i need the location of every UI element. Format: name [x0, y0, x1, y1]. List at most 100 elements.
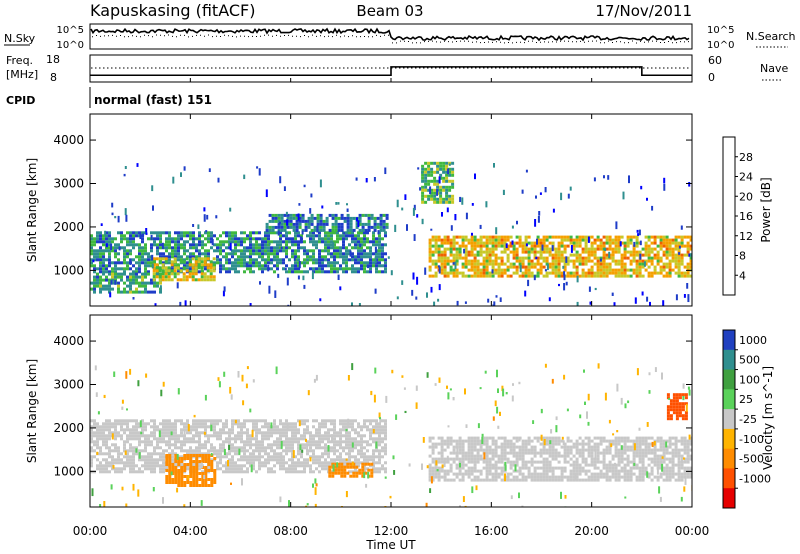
heatmap-cell	[413, 234, 416, 241]
heatmap-cell	[608, 247, 612, 251]
heatmap-cell	[617, 238, 621, 242]
heatmap-cell	[327, 455, 330, 459]
heatmap-cell	[680, 244, 684, 248]
heatmap-cell	[189, 481, 193, 484]
heatmap-cell	[279, 422, 282, 426]
heatmap-cell	[500, 454, 504, 458]
heatmap-cell	[536, 241, 540, 245]
heatmap-cell	[195, 419, 198, 423]
heatmap-cell	[647, 253, 651, 257]
heatmap-cell	[102, 237, 105, 241]
heatmap-cell	[270, 434, 273, 438]
heatmap-cell	[572, 469, 576, 473]
heatmap-cell	[135, 428, 138, 432]
heatmap-cell	[587, 256, 591, 260]
heatmap-cell	[102, 431, 105, 435]
heatmap-cell	[381, 255, 384, 259]
heatmap-cell	[378, 246, 381, 250]
heatmap-cell	[90, 237, 93, 241]
heatmap-cell	[430, 191, 434, 195]
heatmap-cell	[249, 258, 252, 262]
heatmap-cell	[527, 271, 531, 275]
heatmap-cell	[222, 243, 225, 247]
heatmap-cell	[240, 231, 243, 235]
heatmap-cell	[138, 258, 141, 262]
heatmap-cell	[319, 228, 323, 232]
heatmap-cell	[578, 235, 582, 239]
heatmap-cell	[132, 464, 135, 468]
heatmap-cell	[482, 268, 486, 272]
heatmap-cell	[518, 466, 522, 470]
heatmap-cell	[476, 436, 480, 440]
heatmap-cell	[120, 437, 123, 441]
heatmap-cell	[96, 467, 99, 471]
heatmap-cell	[378, 249, 381, 253]
heatmap-cell	[653, 247, 657, 251]
heatmap-cell	[283, 225, 287, 229]
heatmap-cell	[159, 440, 162, 444]
heatmap-cell	[599, 238, 603, 242]
heatmap-cell	[186, 425, 189, 429]
heatmap-cell	[554, 478, 558, 482]
heatmap-cell	[124, 166, 127, 170]
heatmap-cell	[640, 185, 643, 190]
heatmap-cell	[485, 439, 489, 443]
heatmap-cell	[485, 238, 489, 242]
heatmap-cell	[180, 267, 183, 271]
heatmap-cell	[464, 247, 468, 251]
heatmap-cell	[446, 445, 450, 449]
heatmap-cell	[569, 238, 573, 242]
heatmap-cell	[170, 269, 174, 273]
heatmap-cell	[633, 241, 636, 247]
heatmap-cell	[117, 455, 120, 459]
heatmap-cell	[617, 478, 621, 482]
heatmap-cell	[168, 252, 171, 256]
heatmap-cell	[120, 240, 123, 244]
heatmap-cell	[111, 281, 114, 285]
heatmap-cell	[437, 478, 441, 482]
heatmap-cell	[90, 281, 93, 285]
heatmap-cell	[93, 440, 96, 444]
heatmap-cell	[165, 467, 168, 471]
heatmap-cell	[554, 436, 558, 440]
velocity-heatmap	[90, 363, 692, 507]
heatmap-cell	[443, 271, 447, 275]
heatmap-cell	[321, 255, 324, 259]
heatmap-cell	[255, 455, 258, 459]
heatmap-cell	[357, 464, 360, 468]
heatmap-cell	[345, 443, 348, 447]
heatmap-cell	[542, 445, 546, 449]
heatmap-cell	[309, 208, 312, 214]
heatmap-cell	[623, 256, 627, 260]
heatmap-cell	[114, 264, 117, 268]
heatmap-cell	[581, 439, 585, 443]
heatmap-cell	[195, 428, 198, 432]
heatmap-cell	[524, 265, 528, 269]
heatmap-cell	[551, 253, 555, 257]
heatmap-cell	[234, 264, 237, 268]
heatmap-cell	[318, 464, 321, 468]
heatmap-cell	[282, 240, 285, 244]
heatmap-cell	[372, 258, 375, 262]
heatmap-cell	[503, 439, 507, 443]
heatmap-cell	[204, 267, 207, 271]
heatmap-cell	[575, 478, 579, 482]
heatmap-cell	[303, 419, 306, 423]
heatmap-cell	[129, 281, 132, 285]
heatmap-cell	[318, 240, 321, 244]
heatmap-cell	[581, 250, 585, 254]
heatmap-cell	[593, 466, 597, 470]
heatmap-cell	[298, 225, 302, 229]
heatmap-cell	[249, 452, 252, 456]
heatmap-cell	[333, 246, 336, 250]
heatmap-cell	[144, 455, 147, 459]
heatmap-cell	[138, 458, 141, 462]
heatmap-cell	[357, 452, 360, 456]
heatmap-cell	[539, 442, 543, 446]
heatmap-cell	[213, 261, 216, 265]
heatmap-cell	[644, 454, 648, 458]
heatmap-cell	[258, 446, 261, 450]
heatmap-cell	[506, 235, 510, 239]
heatmap-cell	[264, 264, 267, 268]
heatmap-cell	[671, 253, 675, 257]
